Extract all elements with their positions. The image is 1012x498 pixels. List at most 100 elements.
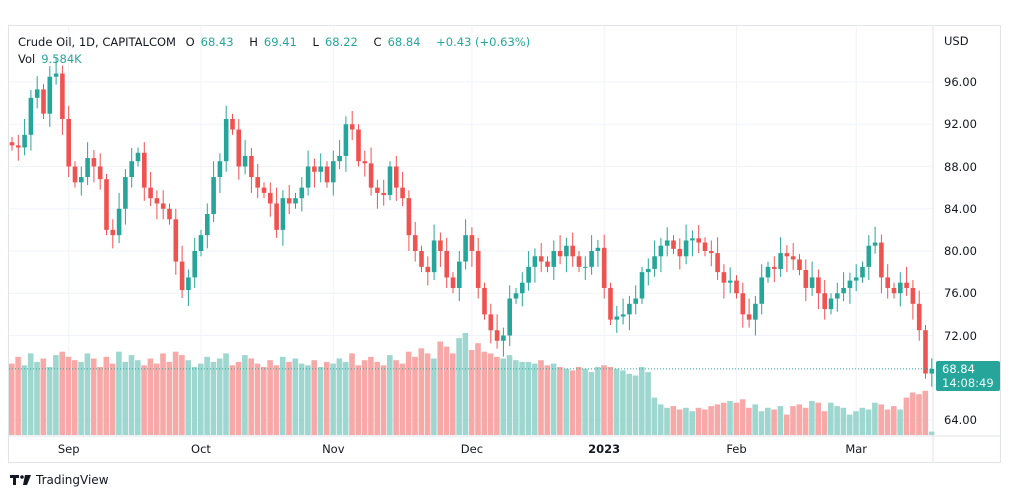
candle-body — [47, 76, 53, 114]
candle-body — [22, 134, 27, 148]
candle-body — [192, 251, 197, 278]
candle-body — [835, 293, 840, 299]
volume-bar — [815, 402, 821, 435]
volume-bar — [651, 397, 658, 435]
symbol-label[interactable]: Crude Oil, 1D, CAPITALCOM — [18, 35, 176, 49]
candle-body — [891, 287, 897, 294]
chart-frame[interactable] — [8, 25, 1001, 463]
candle-body — [438, 240, 443, 251]
volume-bar — [645, 372, 651, 435]
candle-body — [475, 251, 481, 288]
ohlc-open: O 68.43 — [185, 35, 234, 49]
candle-body — [116, 208, 122, 236]
candle-body — [595, 247, 601, 251]
volume-bar — [790, 406, 796, 435]
volume-bar — [746, 407, 752, 435]
candle-body — [444, 251, 449, 278]
candle-body — [324, 166, 330, 183]
candle-body — [293, 198, 298, 204]
price-tick-label: 88.00 — [944, 159, 977, 174]
candle-body — [457, 261, 462, 288]
candle-body — [904, 282, 909, 288]
candle-body — [671, 240, 676, 249]
volume-bar — [582, 368, 588, 435]
volume-bar — [311, 360, 317, 435]
candle-body — [79, 177, 84, 183]
change-value: +0.43 (+0.63%) — [436, 35, 531, 49]
volume-bar — [702, 409, 708, 435]
ohlc-low: L 68.22 — [312, 35, 358, 49]
candle-body — [198, 235, 204, 251]
volume-bar — [563, 368, 569, 435]
volume-bar — [46, 367, 53, 435]
candle-body — [690, 238, 695, 241]
candle-body — [879, 242, 884, 278]
volume-bar — [204, 356, 210, 435]
volume-bar — [506, 355, 513, 435]
volume-bar — [235, 361, 242, 435]
candle-body — [866, 245, 872, 267]
volume-bar — [179, 355, 185, 435]
volume-bar — [765, 407, 771, 435]
candle-body — [72, 166, 78, 183]
ohlc-high: H 69.41 — [249, 35, 297, 49]
time-tick-label: Dec — [460, 442, 484, 456]
volume-bar — [494, 356, 500, 435]
candle-body — [759, 277, 764, 304]
volume-bar — [97, 367, 103, 435]
candle-body — [268, 192, 273, 204]
candle-body — [223, 118, 229, 162]
candle-body — [167, 208, 172, 220]
volume-bar — [128, 355, 135, 435]
volume-bar — [185, 360, 191, 435]
volume-bar — [840, 407, 847, 435]
volume-bar — [191, 367, 198, 435]
legend: Crude Oil, 1D, CAPITALCOM O 68.43 H 69.41 … — [18, 34, 536, 68]
candle-body — [16, 145, 21, 148]
volume-bar — [229, 365, 236, 435]
volume-bar — [399, 363, 406, 435]
volume-bar — [418, 348, 425, 435]
candle-body — [34, 89, 40, 98]
volume-bar — [116, 351, 122, 435]
tradingview-logo[interactable]: TradingView — [10, 473, 109, 487]
candle-body — [727, 280, 733, 283]
volume-bar — [34, 361, 40, 435]
volume-bar — [172, 351, 179, 435]
candle-body — [746, 314, 752, 320]
volume-bar — [632, 375, 639, 435]
volume-bar — [261, 367, 267, 435]
tradingview-logo-icon — [10, 475, 31, 485]
last-price: 68.84 — [942, 362, 975, 376]
candle-body — [860, 266, 865, 278]
volume-bar — [443, 346, 450, 435]
volume-bar — [544, 365, 551, 435]
candle-body — [639, 272, 645, 299]
volume-bar — [361, 360, 368, 435]
volume-bar — [330, 363, 336, 435]
candle-body — [381, 192, 386, 196]
candle-body — [469, 235, 475, 251]
candle-body — [797, 259, 802, 271]
candle-body — [91, 158, 97, 167]
candle-body — [236, 129, 242, 167]
volume-bar — [109, 363, 116, 435]
candle-body — [60, 73, 65, 119]
volume-bar — [783, 414, 790, 435]
candle-body — [652, 256, 657, 269]
volume-bar — [531, 363, 538, 435]
volume-bar — [59, 351, 65, 435]
volume-bar — [620, 370, 626, 435]
candle-body — [696, 238, 701, 243]
candle-body — [394, 166, 399, 188]
volume-bar — [380, 365, 387, 435]
last-price-tag: 68.84 14:08:49 — [936, 361, 1000, 391]
currency-label: USD — [944, 34, 969, 48]
candle-body — [104, 179, 109, 230]
candle-body — [419, 251, 424, 267]
candle-body — [822, 293, 827, 310]
volume-bar — [519, 361, 525, 435]
volume-bar — [216, 358, 223, 435]
candle-body — [400, 187, 405, 199]
